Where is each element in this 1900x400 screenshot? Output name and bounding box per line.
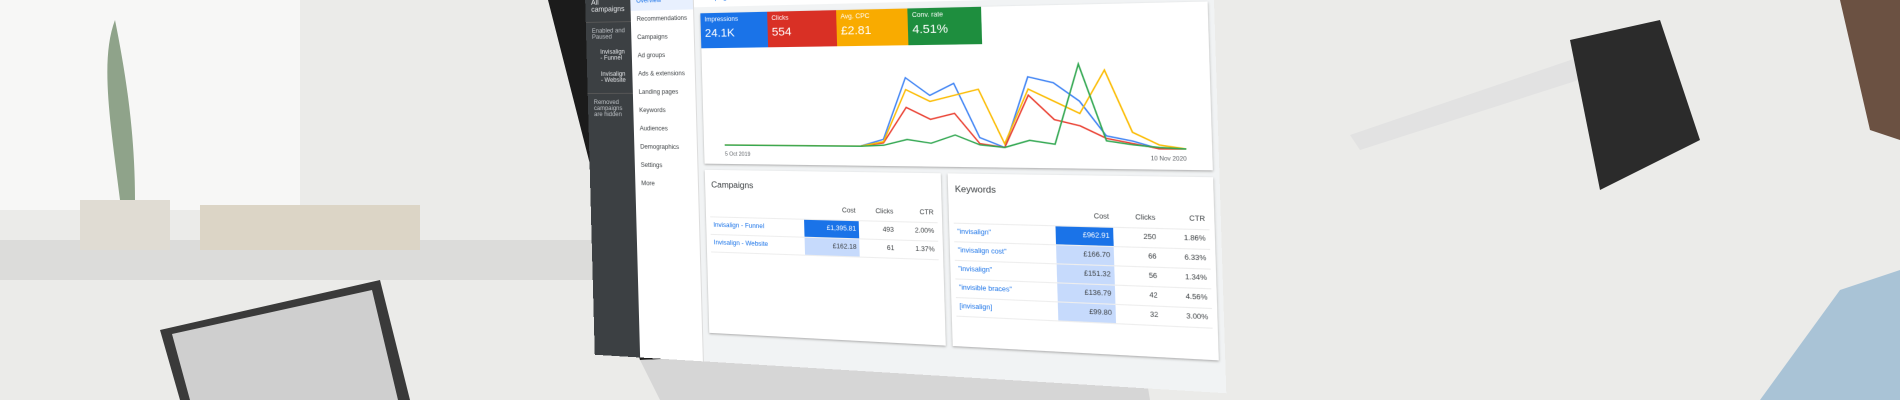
table-cell: 493	[859, 220, 898, 241]
filter-text[interactable]: Campaign status: All, Ad group status: A…	[702, 0, 818, 2]
nav-item[interactable]: Recommendations	[636, 15, 688, 23]
nav-item[interactable]: Audiences	[639, 126, 668, 133]
campaign-item[interactable]: Invisalign - Funnel	[600, 49, 625, 62]
header-cell[interactable]: Cost	[803, 201, 860, 221]
metric-label: Impressions	[704, 16, 739, 24]
table-cell: 1.34%	[1160, 267, 1212, 289]
main-panel: Campaign status: All, Ad group status: A…	[693, 0, 1226, 393]
table-cell: 66	[1113, 246, 1161, 268]
pot	[80, 200, 170, 250]
nav-item[interactable]: Settings	[640, 162, 663, 170]
table-cell: 6.33%	[1160, 247, 1211, 270]
metric-label: Clicks	[771, 15, 789, 23]
metric-card[interactable]: Avg. CPC £2.81	[835, 8, 909, 47]
table-cell: 56	[1114, 265, 1162, 287]
table-cell: 250	[1113, 227, 1161, 248]
laptop-screen	[172, 290, 398, 400]
data-table: Cost Clicks CTR "invisalign" £962.91 250 1.86%…	[952, 205, 1213, 329]
person-face	[1840, 0, 1900, 140]
lamp-arm	[1350, 50, 1610, 150]
nav-item[interactable]: Demographics	[640, 144, 680, 152]
window	[0, 0, 300, 210]
tables: Campaigns Cost Clicks CTR Invisalign - Funne…	[704, 169, 1219, 361]
lamp-shade	[1570, 20, 1700, 190]
keywords-table: Keywords Cost Clicks CTR "invisalign" £962.91…	[947, 173, 1219, 361]
table-title: Campaigns	[711, 180, 754, 191]
box	[200, 205, 420, 250]
line-chart: 5 Oct 2019 10 Nov 2020	[701, 41, 1212, 163]
x-start-label: 5 Oct 2019	[725, 151, 751, 158]
campaigns-table: Campaigns Cost Clicks CTR Invisalign - Funne…	[704, 169, 946, 346]
table-cell: £162.18	[804, 237, 861, 258]
metric-value: 4.51%	[912, 22, 949, 37]
metric-value: £2.81	[840, 24, 872, 38]
line-series	[723, 95, 1186, 149]
plant	[107, 20, 135, 200]
sidebar-section: Enabled and Paused	[591, 28, 626, 41]
metric-card[interactable]: Clicks 554	[766, 10, 837, 48]
overview-card: Impressions 24.1K Clicks 554 Avg. CPC £2.81 Co…	[700, 1, 1213, 171]
header-cell[interactable]: Cost	[1055, 207, 1114, 228]
row-name[interactable]: [invisalign]	[955, 297, 1059, 321]
table-cell: 1.37%	[897, 240, 939, 260]
campaign-item[interactable]: Invisalign - Website	[600, 71, 626, 84]
nav-item[interactable]: Campaigns	[637, 34, 668, 42]
metric-card[interactable]: Impressions 24.1K	[700, 11, 768, 49]
campaign-list: Invisalign - Funnel Invisalign - Website	[586, 44, 632, 89]
x-end-label: 10 Nov 2020	[1150, 156, 1187, 163]
nav-item[interactable]: More	[641, 181, 655, 188]
table-cell: 4.56%	[1161, 286, 1212, 309]
table-cell: 61	[859, 238, 899, 259]
table-cell: £962.91	[1055, 225, 1114, 247]
table-cell: £1,395.81	[804, 219, 860, 239]
header-cell[interactable]: Clicks	[858, 203, 898, 222]
table-cell: 2.00%	[897, 221, 938, 242]
table-cell: 3.00%	[1161, 306, 1213, 329]
table-cell: £136.79	[1057, 282, 1116, 305]
table-cell: 42	[1114, 285, 1162, 307]
sidebar-note: Removed campaigns are hidden	[587, 92, 634, 125]
nav-item[interactable]: Landing pages	[638, 89, 679, 96]
table-cell: £166.70	[1056, 244, 1115, 266]
nav-item[interactable]: Ad groups	[637, 52, 666, 60]
table-cell: £99.80	[1058, 301, 1116, 324]
metric-label: Avg. CPC	[840, 13, 870, 21]
metric-label: Conv. rate	[911, 12, 944, 20]
table-title: Keywords	[954, 184, 996, 196]
row-name[interactable]: Invisalign - Website	[710, 234, 806, 256]
nav-item[interactable]: Keywords	[639, 108, 666, 115]
line-series	[722, 63, 1186, 149]
header-cell[interactable]: CTR	[896, 203, 938, 223]
table-cell: 32	[1115, 304, 1163, 326]
table-cell: £151.32	[1056, 263, 1115, 286]
line-series	[723, 76, 1186, 149]
sidebar-title: All campaigns	[585, 0, 631, 23]
nav-menu: Overview Recommendations Campaigns Ad group…	[629, 0, 704, 362]
nav-item[interactable]: Ads & extensions	[638, 71, 685, 78]
metric-value: 24.1K	[704, 27, 735, 40]
data-table: Cost Clicks CTR Invisalign - Funnel £1,395.8…	[709, 199, 939, 261]
table-cell: 1.86%	[1159, 228, 1210, 250]
metric-card[interactable]: Conv. rate 4.51%	[907, 6, 982, 46]
line-series	[723, 69, 1187, 149]
header-cell[interactable]: CTR	[1158, 209, 1210, 230]
person-shoulder	[1760, 270, 1900, 400]
metric-value: 554	[771, 25, 792, 39]
header-cell[interactable]: Clicks	[1112, 208, 1160, 229]
dashboard-screen: All campaigns Enabled and Paused Invisal…	[585, 0, 1227, 394]
